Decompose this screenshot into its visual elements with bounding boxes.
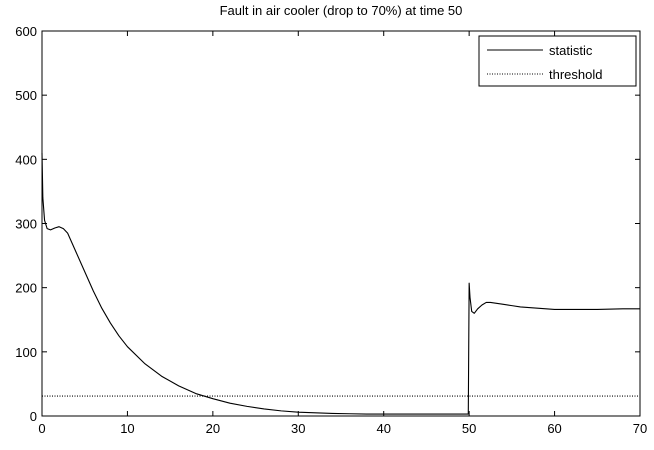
x-tick-label: 60 — [547, 421, 561, 436]
series-line-statistic — [41, 152, 640, 415]
plot-area — [41, 30, 641, 417]
axes: 0 10 20 30 40 50 60 70 0 100 200 300 400 500 600 — [15, 24, 647, 436]
y-tick-label: 0 — [30, 409, 37, 424]
chart-title: Fault in air cooler (drop to 70%) at tim… — [220, 3, 463, 18]
x-tick-label: 70 — [633, 421, 647, 436]
legend: statistic threshold — [478, 35, 637, 87]
x-tick-label: 50 — [462, 421, 476, 436]
y-tick-label: 200 — [15, 281, 37, 296]
y-tick-label: 400 — [15, 152, 37, 167]
x-tick-label: 10 — [120, 421, 134, 436]
y-tick-label: 300 — [15, 217, 37, 232]
series-layer — [41, 152, 640, 415]
y-tick-label: 500 — [15, 88, 37, 103]
y-tick-label: 100 — [15, 345, 37, 360]
x-tick-label: 20 — [206, 421, 220, 436]
y-tick-label: 600 — [15, 24, 37, 39]
x-tick-label: 30 — [291, 421, 305, 436]
x-tick-label: 40 — [376, 421, 390, 436]
x-tick-label: 0 — [38, 421, 45, 436]
legend-label-threshold: threshold — [549, 67, 602, 82]
legend-label-statistic: statistic — [549, 43, 593, 58]
legend-box — [478, 35, 637, 87]
